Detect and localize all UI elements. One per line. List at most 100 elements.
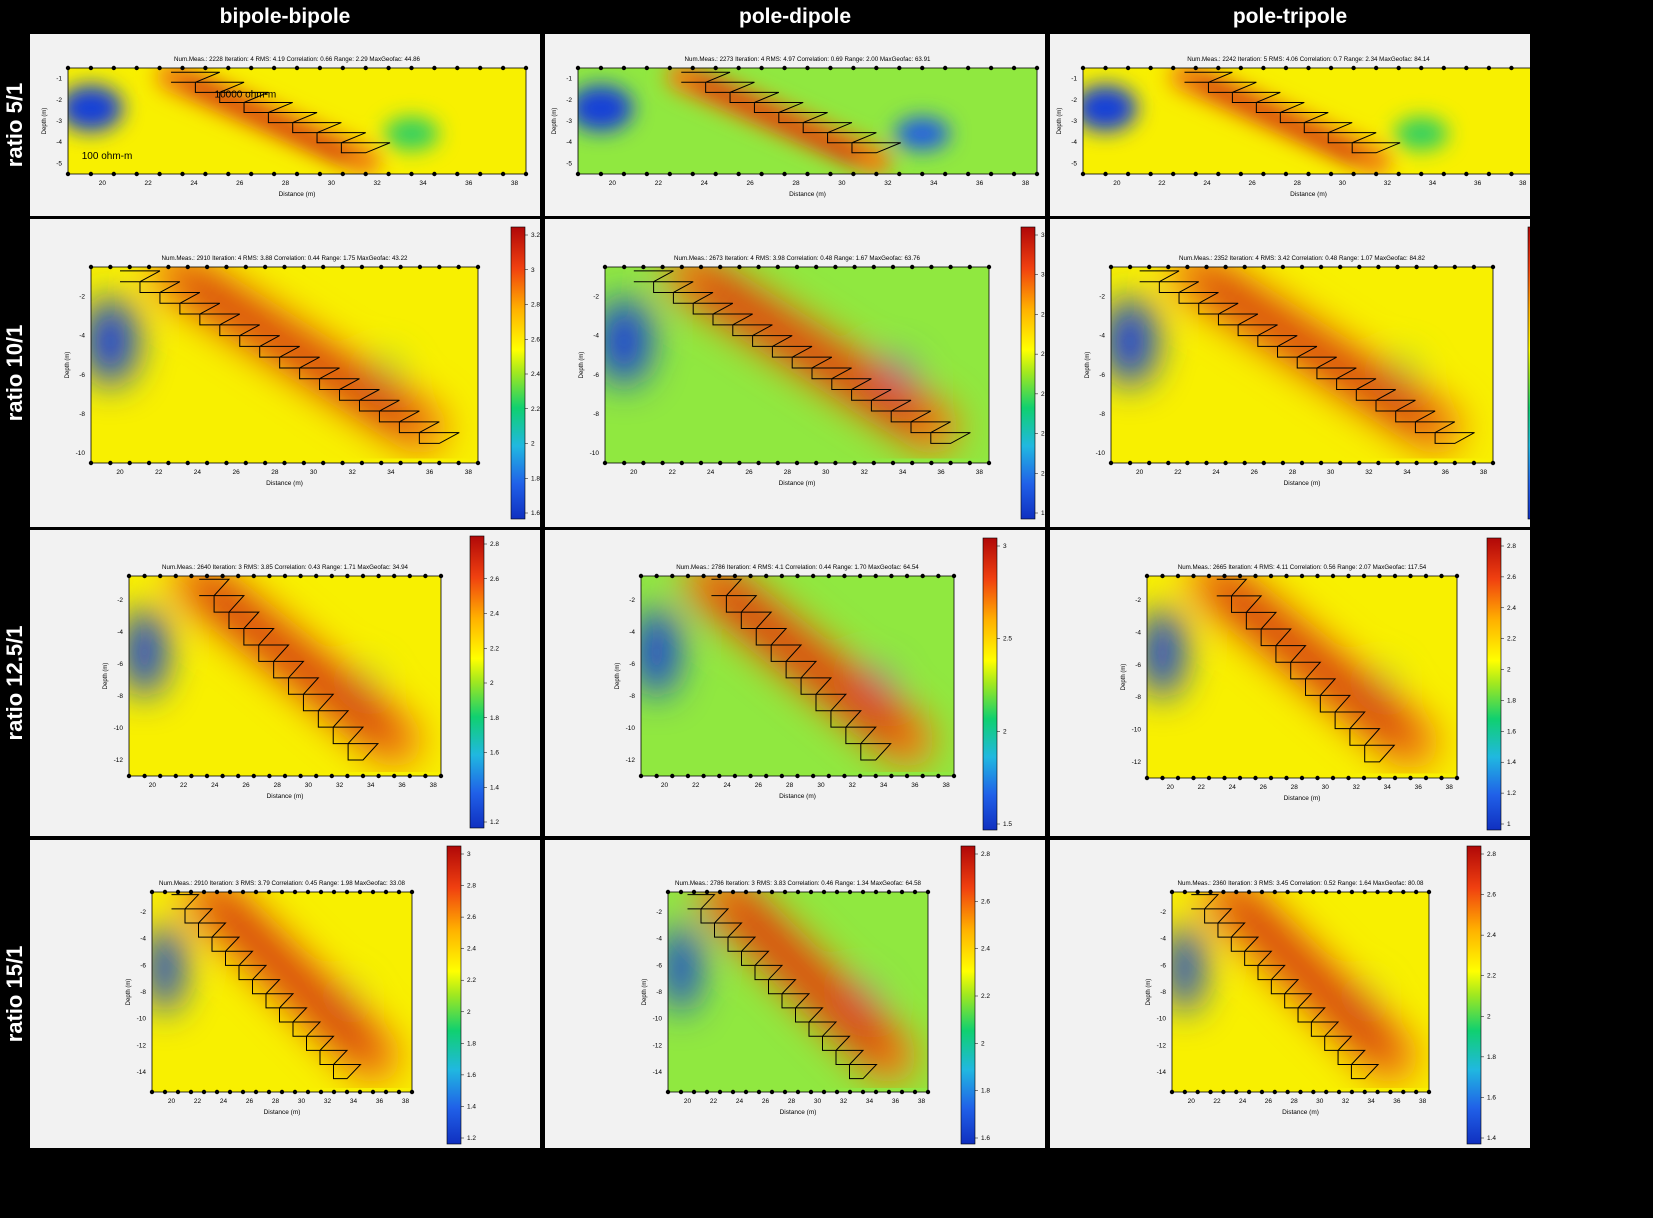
electrode-marker <box>279 1089 285 1095</box>
electrode-marker <box>641 264 646 270</box>
x-tick-label: 24 <box>707 469 715 476</box>
colorbar-tick-label: 1.2 <box>490 819 499 826</box>
electrode-marker <box>331 1089 337 1095</box>
electrode-marker <box>432 65 437 71</box>
x-axis-label: Distance (m) <box>1282 1109 1319 1116</box>
electrode-marker <box>743 1089 749 1095</box>
electrode-marker <box>1395 264 1400 270</box>
electrode-marker <box>641 460 646 466</box>
electrode-marker <box>1471 460 1477 466</box>
x-tick-label: 22 <box>180 782 188 789</box>
x-tick-label: 26 <box>1260 784 1268 791</box>
electrode-marker <box>943 65 948 71</box>
electrode-marker <box>852 460 857 466</box>
electrode-marker <box>1175 775 1181 781</box>
stats-header: Num.Meas.: 2242 Iteration: 5 RMS: 4.06 C… <box>1187 56 1430 63</box>
electrode-marker <box>1284 573 1289 579</box>
electrode-marker <box>685 573 691 579</box>
electrode-marker <box>602 264 608 270</box>
electrode-marker <box>1413 889 1419 895</box>
colorbar-tick-label: 1.8 <box>981 1088 990 1095</box>
electrode-marker <box>690 171 695 177</box>
electrode-marker <box>1471 264 1477 270</box>
row-title-ratio-5: ratio 5/1 <box>2 82 27 168</box>
electrode-marker <box>1253 573 1258 579</box>
electrode-marker <box>379 460 384 466</box>
x-tick-label: 26 <box>1249 180 1257 187</box>
electrode-marker <box>1396 171 1401 177</box>
x-tick-label: 34 <box>880 782 888 789</box>
y-tick-label: -8 <box>1099 411 1105 418</box>
electrode-marker <box>810 573 816 579</box>
y-tick-label: -8 <box>79 411 85 418</box>
electrode-marker <box>409 1089 415 1095</box>
x-tick-label: 20 <box>630 469 638 476</box>
colorbar-tick-label: 2 <box>981 1040 985 1047</box>
electrode-marker <box>1283 65 1289 71</box>
x-tick-label: 38 <box>1446 784 1454 791</box>
column-title-bipole-bipole: bipole-bipole <box>219 5 351 28</box>
electrode-marker <box>386 171 391 177</box>
electrode-marker <box>775 460 780 466</box>
electrode-marker <box>317 171 323 177</box>
electrode-marker <box>814 264 819 270</box>
electrode-marker <box>834 1089 840 1095</box>
electrode-marker <box>936 773 941 779</box>
electrode-marker <box>203 65 208 71</box>
y-tick-label: -8 <box>593 411 599 418</box>
electrode-marker <box>736 171 741 177</box>
electrode-marker <box>873 773 878 779</box>
electrode-marker <box>236 773 241 779</box>
x-tick-label: 28 <box>1290 1098 1298 1105</box>
conductor-outline <box>1139 270 1475 444</box>
electrode-marker <box>423 773 428 779</box>
heatmap-svg: Num.Meas.: 2228 Iteration: 4 RMS: 4.19 C… <box>42 56 529 198</box>
x-tick-label: 34 <box>1368 1098 1376 1105</box>
electrode-marker <box>871 460 876 466</box>
colorbar-tick-label: 2 <box>1003 728 1007 735</box>
electrode-marker <box>1401 1089 1406 1095</box>
y-tick-label: -10 <box>137 1016 147 1023</box>
electrode-marker <box>357 1089 363 1095</box>
x-tick-label: 36 <box>398 782 406 789</box>
electrode-marker <box>292 1089 298 1095</box>
electrode-marker <box>146 264 152 270</box>
electrode-marker <box>305 889 311 895</box>
electrode-marker <box>1216 65 1221 71</box>
electrode-marker <box>1336 889 1342 895</box>
colorbar-tick-label: 1.8 <box>531 475 540 482</box>
x-axis-label: Distance (m) <box>789 191 826 198</box>
electrode-marker <box>1486 65 1492 71</box>
annotation-high: 10000 ohm-m <box>215 90 277 101</box>
electrode-marker <box>1261 65 1266 71</box>
x-tick-label: 20 <box>149 782 157 789</box>
electrode-marker <box>860 1089 866 1095</box>
electrode-marker <box>638 573 644 579</box>
electrode-marker <box>769 889 775 895</box>
electrode-marker <box>1216 171 1221 177</box>
electrode-marker <box>1299 460 1305 466</box>
electrode-marker <box>690 65 695 71</box>
electrode-marker <box>201 1089 207 1095</box>
electrode-marker <box>1285 1089 1290 1095</box>
electrode-marker <box>282 460 287 466</box>
electrode-marker <box>455 171 460 177</box>
x-tick-label: 32 <box>1353 784 1361 791</box>
electrode-marker <box>1362 1089 1367 1095</box>
electrode-marker <box>1373 171 1379 177</box>
y-axis-label: Depth (m) <box>1146 979 1152 1006</box>
electrode-marker <box>920 65 925 71</box>
y-tick-label: -1 <box>566 76 572 83</box>
colorbar-tick-label: 2.2 <box>1487 973 1496 980</box>
electrode-marker <box>1324 1089 1329 1095</box>
electrode-marker <box>1351 65 1356 71</box>
electrode-marker <box>886 1089 892 1095</box>
x-tick-label: 30 <box>1322 784 1330 791</box>
electrode-marker <box>1298 1089 1303 1095</box>
colorbar-tick-label: 2.2 <box>531 406 540 413</box>
y-axis-label: Depth (m) <box>615 663 621 690</box>
y-tick-label: -4 <box>140 936 146 943</box>
electrode-marker <box>523 171 529 177</box>
electrode-marker <box>298 773 303 779</box>
electrode-marker <box>409 171 414 177</box>
